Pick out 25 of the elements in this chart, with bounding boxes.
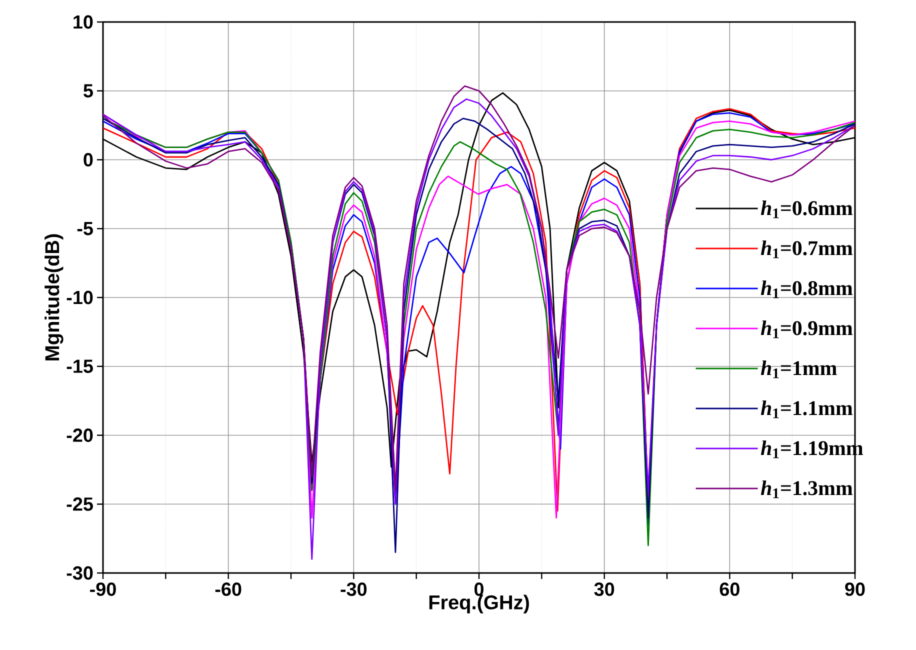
y-tick-label: -25: [66, 497, 93, 511]
legend-label: h$_{1}$=0.8mm: [760, 280, 853, 298]
legend-label: h$_{1}$=0.9mm: [760, 320, 853, 338]
y-tick-label: -20: [66, 428, 93, 442]
x-tick-label: 30: [594, 582, 614, 596]
y-tick-label: 10: [74, 15, 93, 29]
legend-label: h$_{1}$=0.6mm: [760, 200, 853, 218]
y-tick-label: -10: [66, 290, 93, 304]
legend-label: h$_{1}$=0.7mm: [760, 240, 853, 258]
x-tick-label: -30: [340, 582, 367, 596]
y-tick-label: 5: [84, 84, 93, 98]
legend-label: h$_{1}$=1.3mm: [760, 480, 853, 498]
legend-label: h$_{1}$=1.1mm: [760, 400, 853, 418]
legend-label: h$_{1}$=1mm: [760, 360, 837, 378]
y-tick-label: -15: [66, 360, 93, 373]
x-tick-label: 60: [720, 582, 740, 596]
x-axis-title: Freq.(GHz): [429, 594, 529, 614]
x-tick-label: -60: [215, 582, 242, 596]
y-tick-label: -5: [77, 222, 93, 236]
y-tick-label: -30: [66, 566, 93, 580]
y-tick-label: 0: [84, 153, 93, 166]
x-tick-label: 90: [845, 582, 865, 596]
x-tick-label: -90: [90, 582, 116, 596]
y-axis-title: Mgnitude(dB): [44, 234, 64, 360]
x-tick-label: 0: [474, 582, 484, 596]
